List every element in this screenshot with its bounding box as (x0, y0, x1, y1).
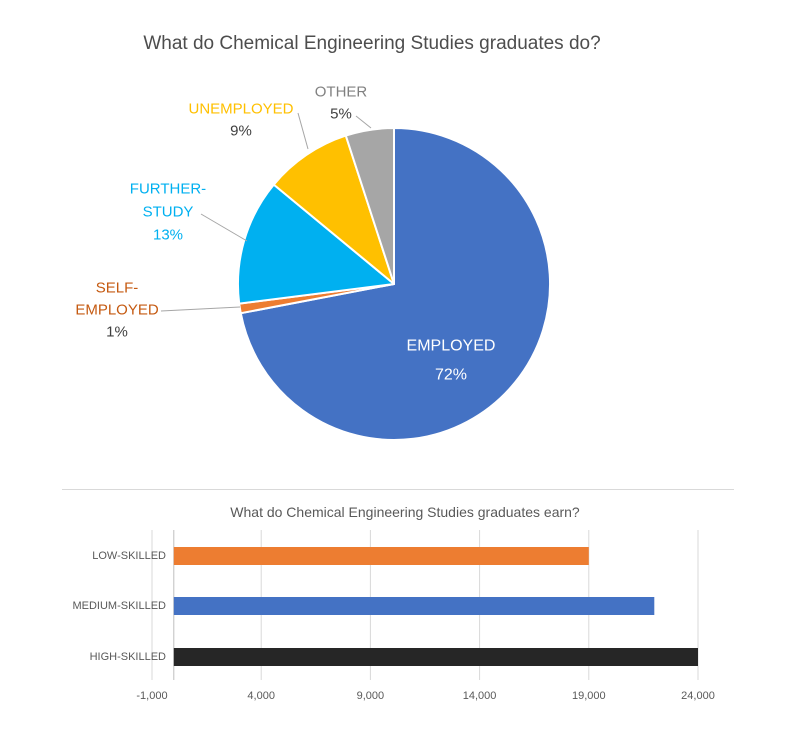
pie-data-label-unemployed: UNEMPLOYED 9% (188, 101, 293, 140)
pie-label-text: EMPLOYED (75, 302, 159, 319)
pie-label-text: OTHER (315, 84, 368, 101)
pie-data-label-employed: EMPLOYED 72% (407, 338, 496, 384)
pie-label-text: FURTHER- (130, 181, 206, 198)
leader-line-other (355, 115, 372, 129)
leader-line-further-study (200, 213, 248, 242)
x-axis-tick-label: 24,000 (681, 690, 715, 702)
pie-slice-unemployed (272, 134, 395, 285)
pie-slice-further-study (236, 183, 395, 305)
pie-label-text: 72% (435, 367, 467, 384)
x-axis-tick-label: 14,000 (463, 690, 497, 702)
pie-label-text: EMPLOYED (407, 338, 496, 355)
pie-data-label-self-employed: SELF- EMPLOYED 1% (75, 280, 159, 341)
bar-chart-title: What do Chemical Engineering Studies gra… (230, 504, 580, 520)
pie-label-text: STUDY (143, 204, 194, 221)
pie-label-text: 13% (153, 227, 183, 244)
bar-high-skilled (173, 648, 699, 666)
x-axis-tick-label: -1,000 (136, 690, 167, 702)
category-label-high-skilled: HIGH-SKILLED (90, 651, 166, 663)
bar-low-skilled (173, 547, 589, 565)
pie-label-text: SELF- (96, 280, 139, 297)
category-label-medium-skilled: MEDIUM-SKILLED (72, 600, 166, 612)
x-axis-tick-label: 19,000 (572, 690, 606, 702)
category-label-low-skilled: LOW-SKILLED (92, 550, 166, 562)
leader-line-unemployed (297, 112, 309, 150)
pie-label-text: 5% (330, 106, 352, 123)
pie-label-text: 9% (230, 123, 252, 140)
pie-slice-employed (239, 127, 551, 441)
section-divider (62, 489, 734, 490)
pie-data-label-other: OTHER 5% (315, 84, 368, 123)
pie-slice-other (344, 126, 395, 285)
leader-line-self-employed (160, 306, 241, 312)
pie-label-text: UNEMPLOYED (188, 101, 293, 118)
bar-medium-skilled (173, 597, 655, 615)
x-axis-tick-label: 9,000 (357, 690, 385, 702)
pie-data-label-further-study: FURTHER- STUDY 13% (130, 181, 206, 244)
pie-label-text: 1% (106, 324, 128, 341)
pie-chart-title: What do Chemical Engineering Studies gra… (143, 33, 601, 54)
x-axis-tick-label: 4,000 (247, 690, 275, 702)
